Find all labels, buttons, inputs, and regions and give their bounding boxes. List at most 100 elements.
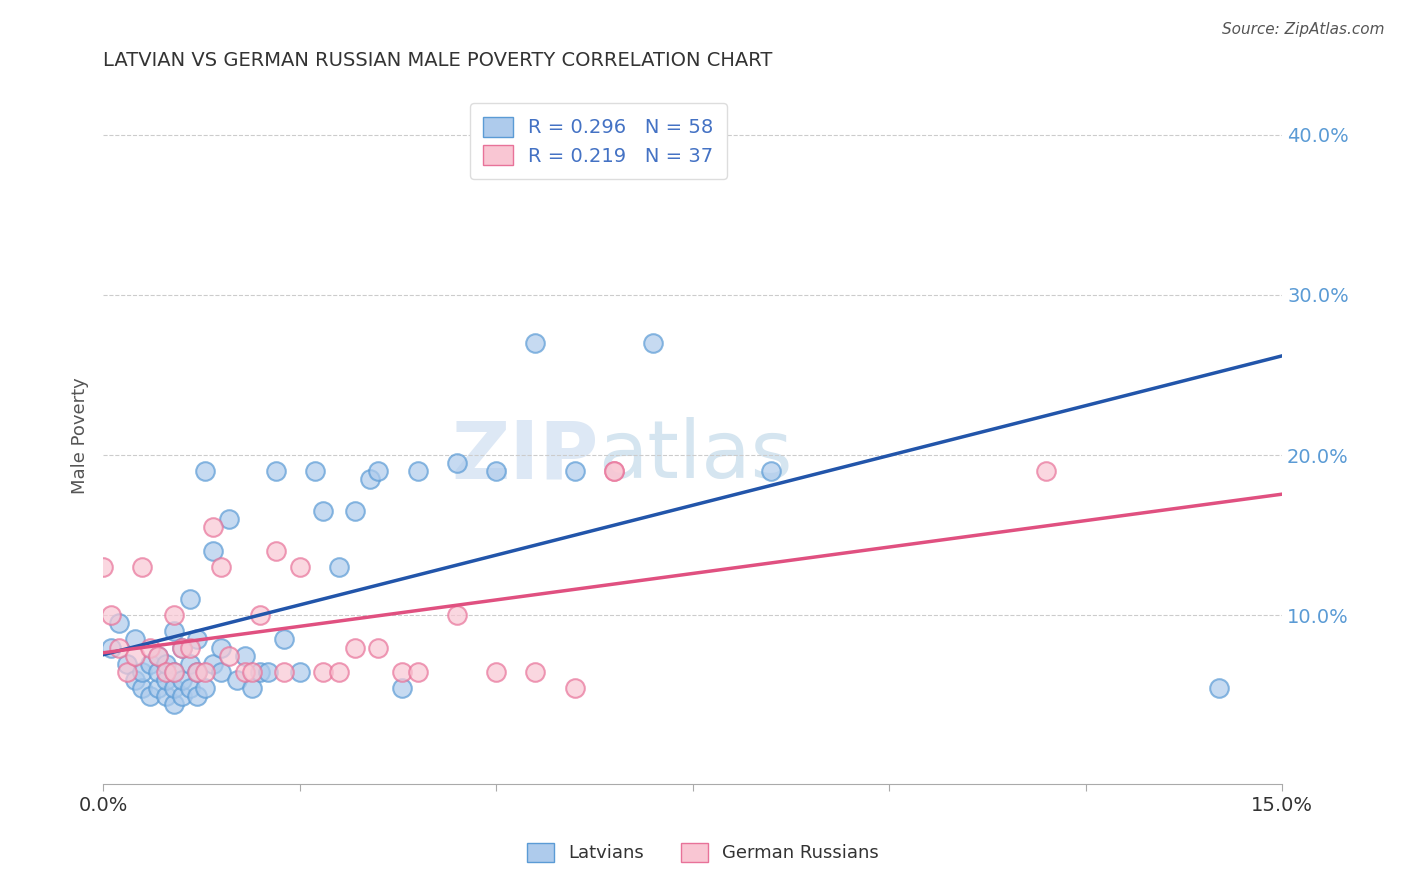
Point bbox=[139, 689, 162, 703]
Point bbox=[179, 640, 201, 655]
Point bbox=[194, 665, 217, 679]
Point bbox=[233, 648, 256, 663]
Point bbox=[218, 648, 240, 663]
Point bbox=[359, 472, 381, 486]
Point bbox=[391, 665, 413, 679]
Point bbox=[273, 632, 295, 647]
Point bbox=[186, 665, 208, 679]
Point bbox=[179, 681, 201, 695]
Point bbox=[257, 665, 280, 679]
Point bbox=[100, 640, 122, 655]
Point bbox=[115, 657, 138, 671]
Point bbox=[761, 464, 783, 478]
Point bbox=[406, 464, 429, 478]
Text: ZIP: ZIP bbox=[451, 417, 599, 495]
Point bbox=[108, 616, 131, 631]
Point bbox=[446, 456, 468, 470]
Point bbox=[564, 464, 586, 478]
Text: atlas: atlas bbox=[599, 417, 793, 495]
Point bbox=[328, 665, 350, 679]
Point bbox=[218, 512, 240, 526]
Point bbox=[186, 632, 208, 647]
Point bbox=[643, 335, 665, 350]
Point bbox=[155, 665, 177, 679]
Point bbox=[328, 560, 350, 574]
Point bbox=[209, 665, 232, 679]
Point bbox=[108, 640, 131, 655]
Point bbox=[249, 665, 271, 679]
Point bbox=[170, 640, 193, 655]
Point bbox=[131, 665, 153, 679]
Point bbox=[446, 608, 468, 623]
Point bbox=[146, 648, 169, 663]
Point bbox=[163, 681, 186, 695]
Point bbox=[1208, 681, 1230, 695]
Point bbox=[312, 665, 335, 679]
Point bbox=[155, 689, 177, 703]
Point bbox=[124, 673, 146, 687]
Point bbox=[186, 689, 208, 703]
Point bbox=[367, 464, 389, 478]
Legend: R = 0.296   N = 58, R = 0.219   N = 37: R = 0.296 N = 58, R = 0.219 N = 37 bbox=[470, 103, 727, 179]
Point bbox=[273, 665, 295, 679]
Point bbox=[225, 673, 247, 687]
Point bbox=[288, 560, 311, 574]
Point bbox=[91, 560, 114, 574]
Point bbox=[202, 657, 225, 671]
Point bbox=[202, 544, 225, 558]
Point bbox=[264, 544, 287, 558]
Point bbox=[163, 608, 186, 623]
Point bbox=[524, 665, 547, 679]
Point bbox=[179, 592, 201, 607]
Point bbox=[194, 464, 217, 478]
Point bbox=[242, 665, 264, 679]
Point bbox=[391, 681, 413, 695]
Point bbox=[179, 657, 201, 671]
Point bbox=[202, 520, 225, 534]
Point bbox=[264, 464, 287, 478]
Point bbox=[406, 665, 429, 679]
Point bbox=[163, 697, 186, 711]
Point bbox=[603, 464, 626, 478]
Point bbox=[524, 335, 547, 350]
Y-axis label: Male Poverty: Male Poverty bbox=[72, 376, 89, 493]
Point bbox=[186, 665, 208, 679]
Point bbox=[163, 665, 186, 679]
Point bbox=[146, 648, 169, 663]
Point bbox=[1035, 464, 1057, 478]
Point bbox=[163, 665, 186, 679]
Text: LATVIAN VS GERMAN RUSSIAN MALE POVERTY CORRELATION CHART: LATVIAN VS GERMAN RUSSIAN MALE POVERTY C… bbox=[103, 51, 772, 70]
Point bbox=[367, 640, 389, 655]
Point bbox=[170, 689, 193, 703]
Point bbox=[155, 673, 177, 687]
Point bbox=[343, 640, 366, 655]
Point bbox=[194, 681, 217, 695]
Legend: Latvians, German Russians: Latvians, German Russians bbox=[520, 836, 886, 870]
Point bbox=[564, 681, 586, 695]
Point bbox=[163, 624, 186, 639]
Point bbox=[485, 665, 508, 679]
Point bbox=[146, 681, 169, 695]
Point bbox=[155, 657, 177, 671]
Text: Source: ZipAtlas.com: Source: ZipAtlas.com bbox=[1222, 22, 1385, 37]
Point bbox=[233, 665, 256, 679]
Point bbox=[124, 648, 146, 663]
Point bbox=[131, 560, 153, 574]
Point bbox=[170, 640, 193, 655]
Point bbox=[209, 640, 232, 655]
Point bbox=[139, 640, 162, 655]
Point bbox=[100, 608, 122, 623]
Point bbox=[242, 681, 264, 695]
Point bbox=[343, 504, 366, 518]
Point bbox=[124, 632, 146, 647]
Point bbox=[485, 464, 508, 478]
Point bbox=[131, 681, 153, 695]
Point bbox=[312, 504, 335, 518]
Point bbox=[170, 673, 193, 687]
Point bbox=[209, 560, 232, 574]
Point bbox=[115, 665, 138, 679]
Point bbox=[139, 657, 162, 671]
Point bbox=[603, 464, 626, 478]
Point bbox=[249, 608, 271, 623]
Point bbox=[304, 464, 326, 478]
